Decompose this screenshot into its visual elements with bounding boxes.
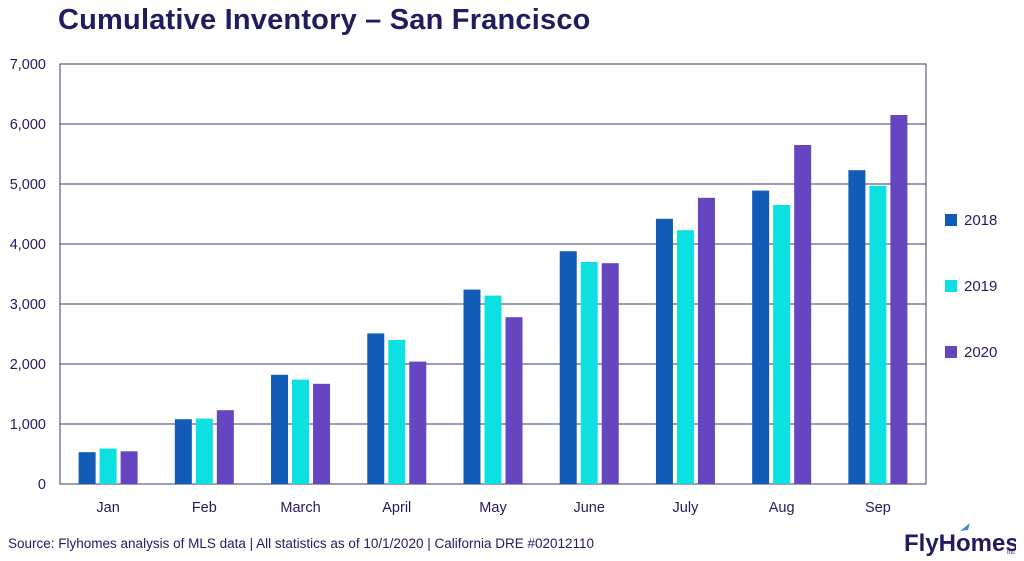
bar-2019 — [195, 418, 213, 484]
x-tick-label: July — [673, 500, 700, 516]
bar-chart: 0 1,000 2,000 3,000 4,000 5,000 6,000 7,000 Jan F… — [10, 57, 998, 516]
y-tick-label: 7,000 — [10, 57, 46, 73]
bar-2020 — [409, 361, 427, 484]
y-tick-label: 1,000 — [10, 417, 46, 433]
bar-2019 — [676, 230, 694, 484]
legend-label-2020: 2020 — [964, 344, 997, 361]
bar-2018 — [271, 374, 289, 484]
x-tick-label: Feb — [192, 500, 217, 516]
bar-2020 — [216, 410, 234, 484]
bar-2019 — [580, 262, 598, 484]
legend-swatch-2018 — [945, 214, 957, 226]
bar-2018 — [752, 190, 770, 484]
bar-2020 — [794, 145, 812, 484]
bar-2019 — [869, 185, 887, 485]
legend-swatch-2019 — [945, 280, 957, 292]
bar-2019 — [773, 205, 791, 484]
y-tick-label: 4,000 — [10, 237, 46, 253]
logo-suffix: Inc — [1007, 550, 1015, 556]
bar-2020 — [890, 115, 908, 484]
chart-title: Cumulative Inventory – San Francisco — [58, 4, 591, 36]
bar-2018 — [367, 333, 385, 484]
bar-2018 — [655, 218, 673, 485]
bar-2018 — [848, 170, 866, 484]
x-tick-label: Aug — [769, 500, 795, 516]
y-tick-label: 0 — [38, 477, 46, 493]
bar-2018 — [174, 419, 192, 484]
bar-2020 — [120, 451, 138, 484]
x-tick-label: April — [382, 500, 411, 516]
y-tick-label: 6,000 — [10, 117, 46, 133]
logo-wing-icon — [960, 523, 970, 531]
legend-label-2018: 2018 — [964, 212, 997, 229]
bar-2020 — [505, 317, 523, 484]
bar-2019 — [484, 295, 502, 484]
y-tick-label: 2,000 — [10, 357, 46, 373]
x-tick-label: Sep — [865, 500, 891, 516]
x-tick-label: Jan — [96, 500, 119, 516]
bar-2020 — [313, 383, 331, 484]
x-tick-label: March — [280, 500, 320, 516]
source-note: Source: Flyhomes analysis of MLS data | … — [8, 536, 595, 551]
x-tick-label: June — [573, 500, 604, 516]
bar-2019 — [292, 379, 310, 484]
legend-label-2019: 2019 — [964, 278, 997, 295]
bar-2019 — [99, 448, 117, 484]
y-tick-label: 5,000 — [10, 177, 46, 193]
bar-2018 — [559, 251, 577, 484]
bar-2019 — [388, 340, 406, 484]
legend-swatch-2020 — [945, 346, 957, 358]
logo-wordmark: FlyHomes — [904, 530, 1016, 557]
bar-2018 — [78, 452, 96, 484]
bar-2020 — [697, 197, 715, 485]
y-tick-label: 3,000 — [10, 297, 46, 313]
bar-2018 — [463, 289, 481, 484]
bar-2020 — [601, 263, 619, 484]
x-tick-label: May — [479, 500, 507, 516]
flyhomes-logo: FlyHomes Inc — [904, 523, 1016, 557]
